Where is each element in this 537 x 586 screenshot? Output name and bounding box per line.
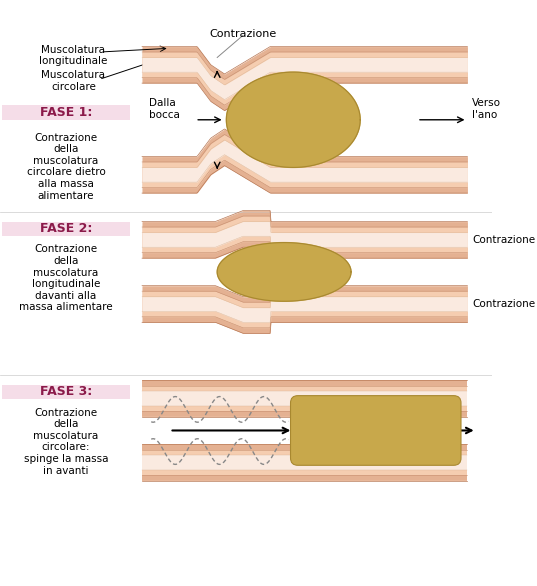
Text: FASE 2:: FASE 2: — [40, 222, 92, 236]
Text: Contrazione: Contrazione — [209, 29, 277, 39]
Text: Muscolatura
longitudinale: Muscolatura longitudinale — [39, 45, 107, 66]
Text: Verso
l'ano: Verso l'ano — [472, 98, 501, 120]
Text: FASE 3:: FASE 3: — [40, 386, 92, 398]
Text: FASE 1:: FASE 1: — [40, 106, 92, 119]
Polygon shape — [227, 72, 360, 168]
Text: Dalla
bocca: Dalla bocca — [149, 98, 180, 120]
Text: Contrazione
della
muscolatura
circolare:
spinge la massa
in avanti: Contrazione della muscolatura circolare:… — [24, 407, 108, 476]
Polygon shape — [217, 243, 351, 301]
Text: Contrazione
della
muscolatura
longitudinale
davanti alla
massa alimentare: Contrazione della muscolatura longitudin… — [19, 244, 113, 312]
FancyBboxPatch shape — [2, 222, 130, 236]
FancyBboxPatch shape — [291, 396, 461, 465]
Text: Muscolatura
circolare: Muscolatura circolare — [41, 70, 105, 92]
FancyBboxPatch shape — [2, 384, 130, 399]
Text: Contrazione: Contrazione — [472, 235, 535, 245]
Text: Contrazione: Contrazione — [472, 299, 535, 309]
Text: Contrazione
della
muscolatura
circolare dietro
alla massa
alimentare: Contrazione della muscolatura circolare … — [27, 132, 105, 200]
FancyBboxPatch shape — [2, 105, 130, 120]
